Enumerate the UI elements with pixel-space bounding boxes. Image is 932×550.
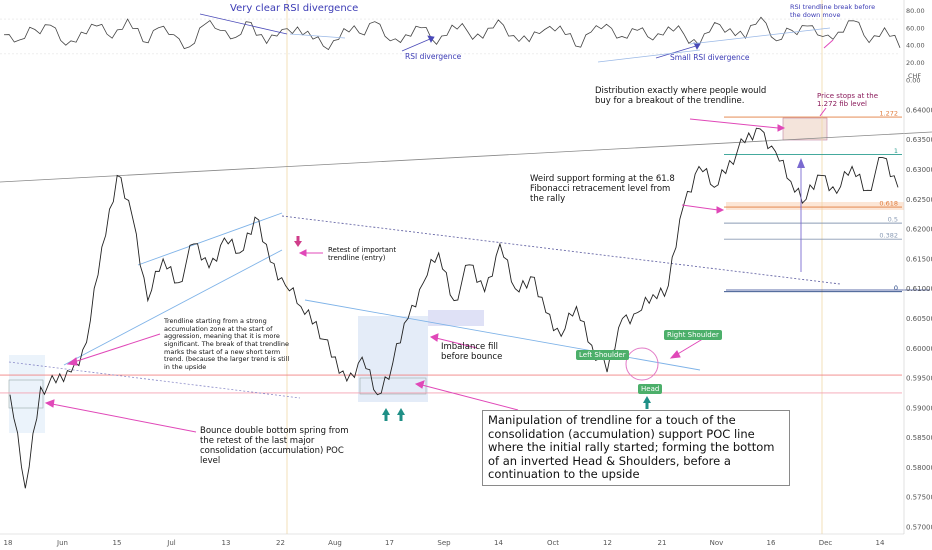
time-tick-label: 21 [658,539,667,547]
accumulation-zone-left [9,355,45,433]
right-shoulder-label: Right Shoulder [664,330,722,340]
head-label: Head [638,384,663,394]
fib-level-label: 1.272 [879,110,898,118]
imbalance-note: Imbalance fill before bounce [441,342,503,363]
time-tick-label: 13 [222,539,231,547]
falling-trendline-lower [304,299,701,371]
price-series-line [9,127,899,489]
fib-levels: 1.272 1 0.618 0.5 0.382 0 [724,110,902,292]
distribution-box [782,117,828,141]
time-axis-ticks: 18 Jun 15 Jul 13 22 Aug 17 Sep 14 Oct 12 21 Nov 16 Dec 1… [4,539,885,547]
trendline-note: Trendline starting from a strong accumul… [164,317,290,371]
time-tick-label: Jul [166,539,176,547]
time-tick-label: 12 [603,539,612,547]
rsi-divergence-label: RSI divergence [405,52,462,61]
time-tick-label: Nov [710,539,724,547]
rsi-tick-label: 60.00 [906,24,925,32]
fib-level-label: 0 [894,284,898,292]
price-tick-label: 0.57000 [906,524,932,532]
weird-support-note: Weird support forming at the 61.8 Fibona… [530,174,675,205]
rsi-tick-label: 20.00 [906,59,925,67]
fib-level-label: 1 [894,147,898,155]
rsi-trendline-break-label: RSI trendline break before the down move [790,3,876,19]
fib-level-label: 0.382 [879,232,898,240]
falling-trendline-dotted [281,215,841,285]
time-tick-label: Aug [328,539,342,547]
rsi-panel [0,16,901,55]
dotted-base-line [8,361,301,399]
consolidation-box-left [8,379,44,409]
rsi-tick-label: 80.00 [906,7,925,15]
retest-note: Retest of important trendline (entry) [328,246,397,263]
time-tick-label: Sep [437,539,451,547]
price-stops-note: Price stops at the 1.272 fib level [817,92,879,109]
rsi-tick-label: 40.00 [906,42,925,50]
rsi-series-line [3,16,901,51]
time-tick-label: 14 [494,539,503,547]
fib-level-label: 0.5 [888,216,898,224]
manipulation-note: Manipulation of trendline for a touch of… [482,410,790,486]
fib-0618-band [726,202,904,210]
rsi-annotation-arrows [199,13,831,63]
rising-trendline-lower [63,249,283,366]
rising-trendline-upper [137,212,283,266]
time-tick-label: 22 [276,539,285,547]
time-tick-label: 15 [113,539,122,547]
time-tick-label: Oct [547,539,559,547]
callout-arrows [44,39,834,433]
left-shoulder-label: Left Shoulder [576,350,629,360]
time-tick-label: 18 [4,539,13,547]
distribution-note: Distribution exactly where people would … [595,86,767,107]
rsi-axis-ticks: 80.00 60.00 40.00 20.00 0.00 [906,7,925,85]
bounce-up-arrows [382,396,651,421]
bounce-zone [358,316,428,402]
time-tick-label: 16 [767,539,776,547]
rsi-unit-label: CHF [908,72,921,80]
time-tick-label: Dec [819,539,833,547]
horizontal-lines [0,374,902,394]
time-tick-label: 14 [876,539,885,547]
small-rsi-divergence-label: Small RSI divergence [670,53,750,62]
entry-down-arrow [294,236,302,247]
time-tick-label: Jun [56,539,68,547]
rsi-very-clear-label: Very clear RSI divergence [230,3,359,14]
time-tick-label: 17 [385,539,394,547]
long-trendline-grey [0,131,932,183]
rsi-tick-label: 0.00 [906,77,920,85]
head-circle [625,347,659,381]
bounce-note: Bounce double bottom spring from the ret… [200,426,349,467]
imbalance-zone [428,310,484,326]
fib-level-label: 0.618 [879,200,898,208]
measure-arrow-head [797,158,805,168]
